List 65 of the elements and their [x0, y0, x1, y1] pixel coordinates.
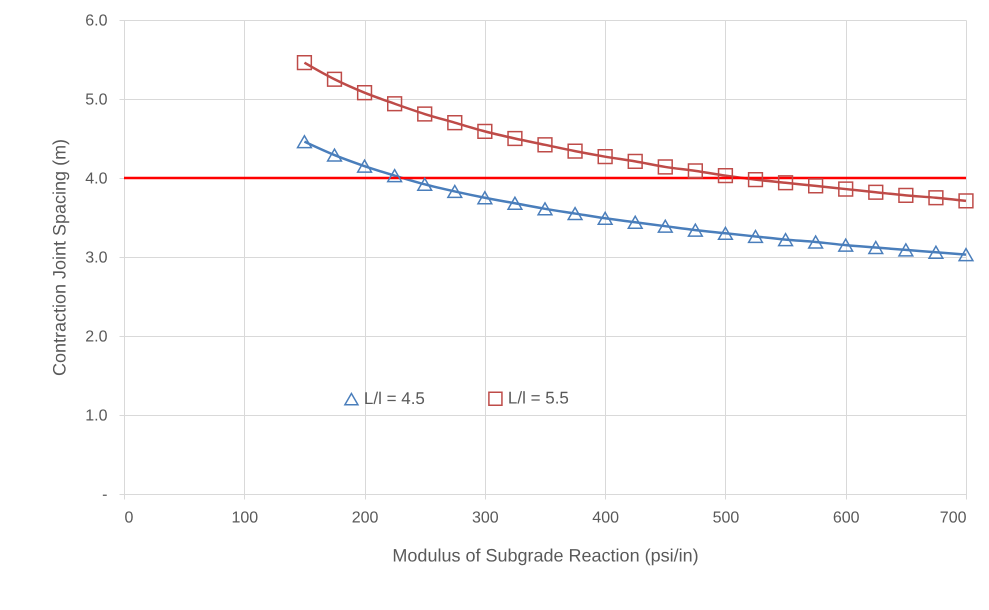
point	[688, 223, 703, 237]
point	[387, 168, 402, 182]
point	[778, 175, 794, 190]
x-tick-label: 500	[712, 510, 740, 526]
point	[868, 240, 884, 254]
x-tick-label: 600	[832, 510, 860, 526]
point	[838, 238, 854, 252]
point	[778, 232, 794, 246]
x-tick-label: 700	[940, 510, 967, 526]
y-tick-label: 3.0	[85, 250, 108, 266]
point	[808, 235, 824, 249]
point	[417, 106, 432, 122]
x-tick-label: 200	[352, 510, 379, 526]
point	[928, 246, 944, 259]
point	[658, 219, 673, 233]
point	[688, 163, 703, 179]
y-tick-label: 1.0	[85, 408, 108, 424]
point	[868, 184, 884, 200]
y-tick-label: 4.0	[85, 170, 108, 188]
point	[748, 230, 764, 244]
point	[628, 154, 643, 170]
point	[356, 85, 372, 100]
point	[718, 226, 734, 240]
point	[477, 191, 492, 204]
x-tick-label: 400	[592, 510, 620, 526]
point	[507, 130, 523, 146]
point	[296, 55, 312, 70]
x-axis-title: Modulus of Subgrade Reaction (psi/in)	[392, 546, 699, 566]
point	[898, 188, 914, 204]
point	[326, 148, 342, 162]
y-tick-label: -	[102, 486, 108, 504]
point	[808, 178, 824, 194]
point	[567, 144, 583, 159]
legend-label: L/l = 4.5	[364, 389, 425, 408]
x-tick-label: 0	[124, 510, 134, 526]
point	[898, 243, 914, 257]
x-tick-label: 100	[231, 510, 258, 526]
y-tick-label: 5.0	[85, 92, 108, 108]
point	[958, 248, 974, 262]
point	[748, 172, 764, 188]
point	[598, 212, 613, 226]
point	[507, 196, 523, 210]
point	[417, 178, 432, 192]
point	[537, 137, 553, 152]
y-axis-title: Contraction Joint Spacing (m)	[49, 138, 70, 376]
point	[718, 168, 734, 184]
point	[477, 124, 492, 140]
y-tick-label: 6.0	[85, 12, 108, 30]
x-tick-label: 300	[472, 510, 499, 526]
point	[658, 159, 673, 175]
point	[326, 72, 342, 87]
y-tick-label: 2.0	[85, 328, 108, 346]
point	[567, 206, 583, 220]
point	[447, 184, 462, 198]
point	[838, 181, 854, 197]
point	[598, 149, 613, 164]
point	[356, 159, 372, 173]
point	[958, 193, 974, 209]
point	[296, 134, 312, 148]
legend-label: L/l = 5.5	[508, 388, 569, 408]
point	[537, 202, 553, 216]
point	[928, 190, 944, 206]
point	[447, 115, 462, 130]
point	[387, 96, 402, 112]
point	[628, 216, 643, 229]
